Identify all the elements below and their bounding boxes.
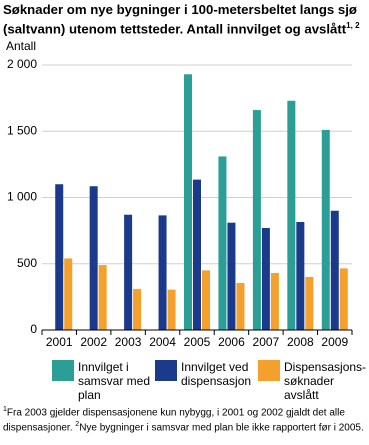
bar [158, 215, 167, 330]
bar [124, 214, 133, 330]
bar [89, 186, 98, 330]
x-tick-label: 2003 [115, 335, 142, 349]
bar [321, 129, 330, 330]
bar [270, 273, 279, 330]
x-tick-label: 2004 [149, 335, 176, 349]
bar [218, 156, 227, 330]
bar [287, 100, 296, 331]
legend-item: Dispensasjons-søknader avslått [258, 360, 367, 402]
x-tick-label: 2001 [46, 335, 73, 349]
x-tick-label: 2005 [184, 335, 211, 349]
x-tick-label: 2006 [218, 335, 245, 349]
bar [98, 265, 107, 330]
bar [64, 258, 73, 330]
bar [252, 110, 261, 330]
y-axis-label: Antall [6, 39, 36, 53]
legend-label: Innvilget i samsvar med plan [78, 360, 151, 402]
bar [296, 222, 305, 330]
legend-swatch [52, 360, 74, 381]
legend-item: Innvilget ved dispensasjon [155, 360, 258, 402]
legend-label: Dispensasjons-søknader avslått [284, 360, 367, 402]
y-tick-label: 0 [30, 322, 37, 336]
footnote-text: Nye bygninger i samsvar med plan ble ikk… [79, 422, 364, 434]
bar [184, 74, 192, 331]
bar [193, 179, 201, 330]
legend-item: Innvilget i samsvar med plan [52, 360, 155, 402]
bar [133, 288, 142, 330]
y-tick-label: 1 000 [7, 190, 37, 204]
title-text: Søknader om nye bygninger i 100-metersbe… [3, 2, 357, 37]
bar [305, 277, 314, 330]
bar [55, 184, 64, 330]
footnote-mark: 1 [3, 406, 7, 413]
x-tick-label: 2007 [253, 335, 280, 349]
x-tick-label: 2008 [287, 335, 314, 349]
legend-label: Innvilget ved dispensasjon [181, 360, 252, 388]
chart-title: Søknader om nye bygninger i 100-metersbe… [3, 2, 365, 37]
bar [339, 268, 348, 330]
bar [227, 222, 236, 330]
y-tick-label: 2 000 [7, 57, 37, 71]
legend-swatch [155, 360, 177, 381]
footnote-text: Fra 2003 gjelder dispensasjonene kun nyb… [3, 407, 345, 434]
title-note: 1, 2 [346, 21, 360, 30]
bar [330, 210, 339, 330]
bar [202, 270, 210, 330]
x-tick-label: 2002 [80, 335, 107, 349]
y-tick-label: 1 500 [7, 123, 37, 137]
legend: Innvilget i samsvar med plan Innvilget ve… [52, 360, 367, 402]
legend-swatch [258, 360, 280, 381]
footnotes: 1Fra 2003 gjelder dispensasjonene kun ny… [3, 404, 365, 435]
bar [236, 282, 245, 330]
bar [167, 289, 176, 330]
footnote-mark: 2 [75, 421, 80, 429]
x-tick-label: 2009 [321, 335, 348, 349]
y-tick-label: 500 [17, 256, 37, 270]
bar [261, 227, 270, 330]
